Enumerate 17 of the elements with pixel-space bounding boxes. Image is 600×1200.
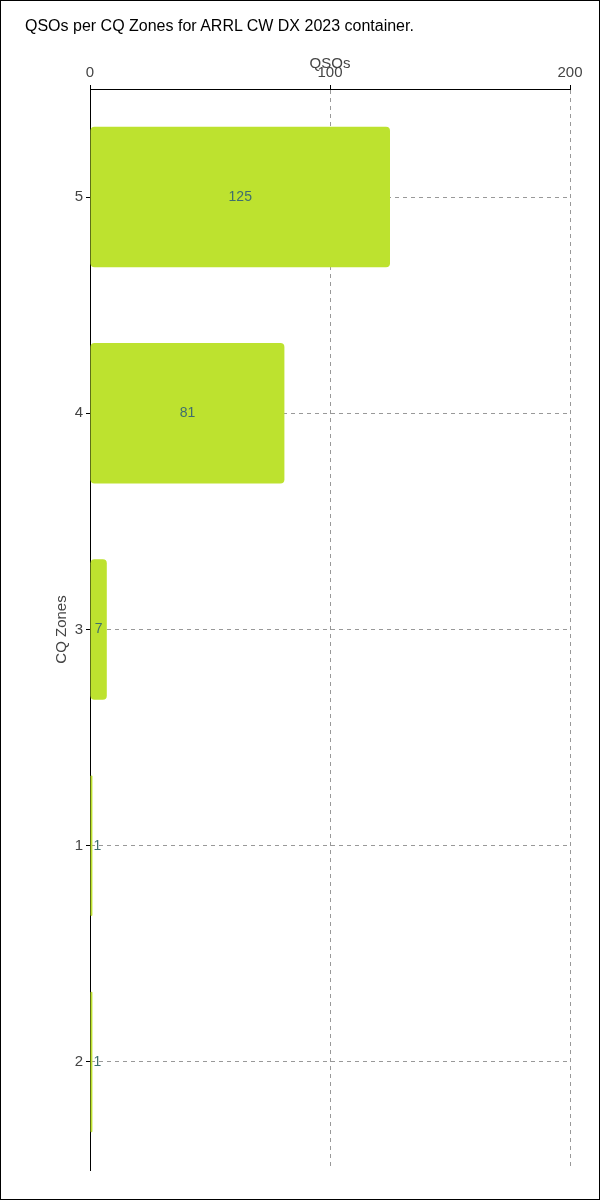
bar [90,343,285,484]
data-label: 1 [93,836,102,853]
bar [90,559,107,700]
data-label: 81 [179,404,196,421]
y-tick-label: 4 [74,403,83,421]
chart-title: QSOs per CQ Zones for ARRL CW DX 2023 container. [25,17,414,35]
data-label: 7 [94,620,103,637]
data-label: 125 [228,187,253,204]
y-axis-title: CQ Zones [52,595,70,664]
y-tick-label: 2 [74,1052,83,1070]
y-tick-label: 5 [74,187,83,205]
x-tick-label: 0 [85,63,95,81]
x-tick-label: 200 [557,63,583,81]
data-label: 1 [93,1052,102,1069]
y-tick-label: 3 [74,619,83,637]
bar [90,126,390,268]
y-tick-label: 1 [74,835,83,853]
